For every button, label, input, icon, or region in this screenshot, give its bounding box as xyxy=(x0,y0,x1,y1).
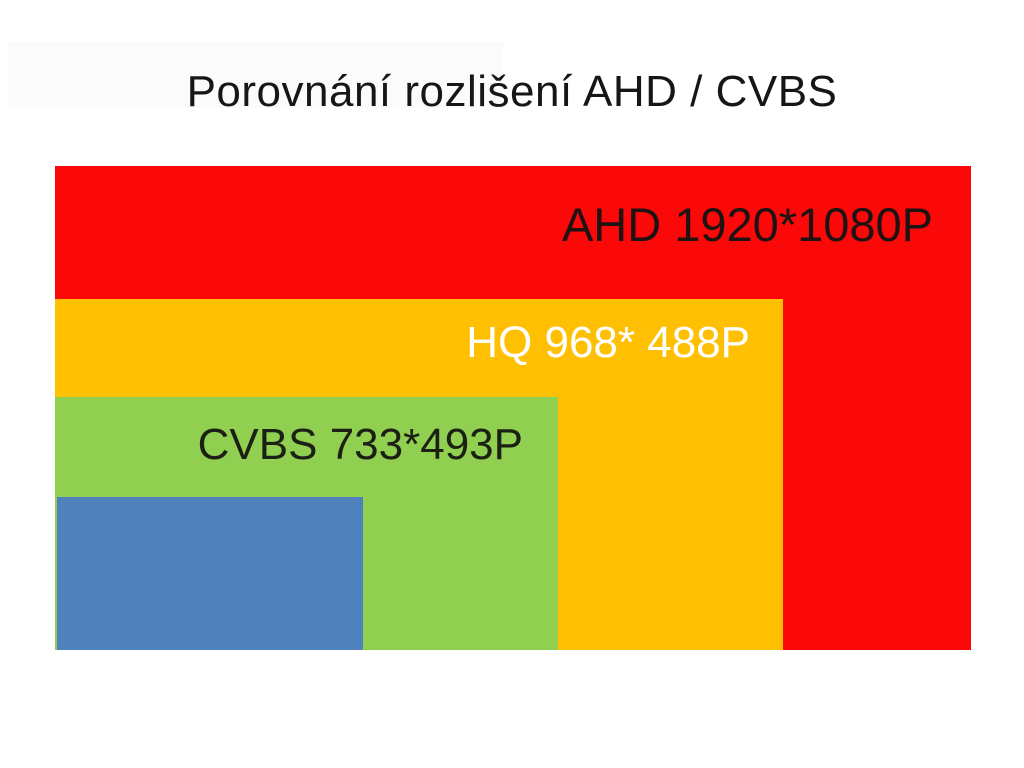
watermark-patch xyxy=(8,42,503,108)
resolution-label-cvbs: CVBS 733*493P xyxy=(197,420,523,469)
resolution-rect-unlabeled xyxy=(57,497,363,650)
resolution-label-ahd: AHD 1920*1080P xyxy=(561,198,933,251)
slide-title: Porovnání rozlišení AHD / CVBS xyxy=(186,67,838,116)
resolution-label-hq: HQ 968* 488P xyxy=(466,318,750,367)
